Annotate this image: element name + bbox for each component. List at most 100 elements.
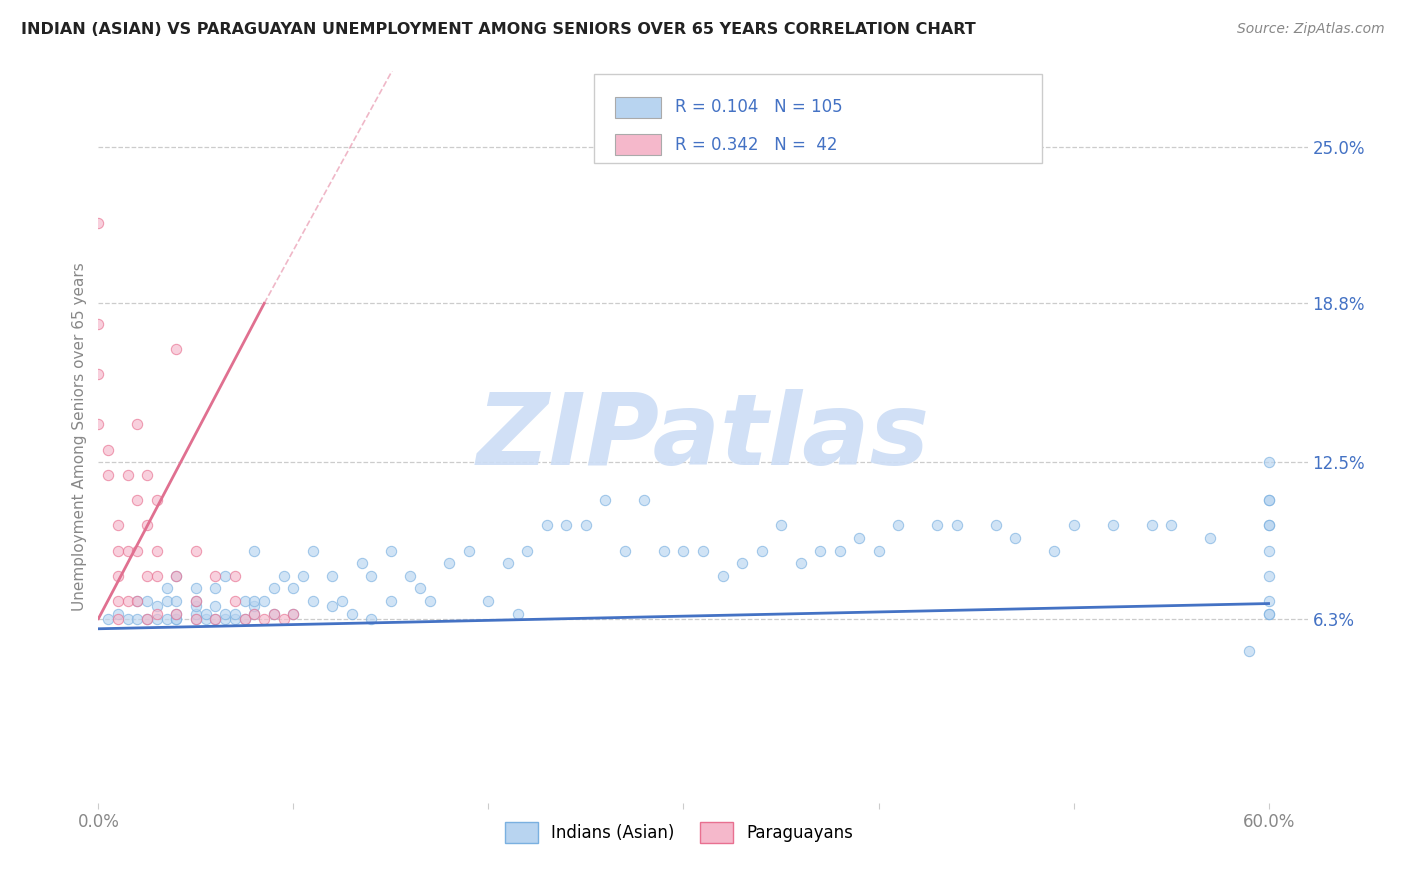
Point [672, 543, 695, 558]
Point [97, 442, 120, 457]
Point [751, 543, 773, 558]
Point [1257, 518, 1279, 533]
Point [945, 518, 967, 533]
Point [283, 607, 305, 621]
Point [233, 594, 256, 608]
Point [769, 518, 792, 533]
Point [146, 543, 169, 558]
Point [224, 569, 246, 583]
Point [136, 569, 159, 583]
Point [292, 569, 315, 583]
Point [614, 543, 637, 558]
Point [156, 594, 179, 608]
Point [117, 467, 139, 482]
Point [1257, 518, 1279, 533]
Point [87, 317, 110, 331]
Point [243, 594, 266, 608]
Point [165, 607, 187, 621]
Point [165, 342, 187, 356]
Point [184, 612, 207, 626]
Point [848, 531, 870, 545]
Point [273, 569, 295, 583]
Point [107, 518, 129, 533]
Point [107, 543, 129, 558]
Point [263, 582, 285, 596]
Point [731, 556, 754, 570]
Point [633, 493, 655, 508]
Bar [614, 97, 661, 118]
Point [184, 543, 207, 558]
Point [1063, 518, 1085, 533]
Point [458, 543, 481, 558]
Point [516, 543, 538, 558]
Point [360, 612, 382, 626]
Point [146, 612, 169, 626]
Text: R = 0.342   N =  42: R = 0.342 N = 42 [675, 136, 838, 153]
Point [146, 607, 169, 621]
Point [302, 543, 325, 558]
Point [243, 599, 266, 613]
Point [194, 612, 217, 626]
Point [380, 594, 402, 608]
Point [711, 569, 734, 583]
Text: R = 0.104   N = 105: R = 0.104 N = 105 [675, 98, 842, 116]
Point [146, 569, 169, 583]
Point [117, 543, 139, 558]
Point [156, 612, 179, 626]
Point [87, 216, 110, 230]
Point [184, 594, 207, 608]
Point [273, 612, 295, 626]
Point [1257, 543, 1279, 558]
Point [1257, 607, 1279, 621]
Point [868, 543, 890, 558]
Point [184, 594, 207, 608]
Point [127, 493, 149, 508]
Point [652, 543, 675, 558]
Point [136, 594, 159, 608]
Point [214, 612, 236, 626]
Text: ZIPatlas: ZIPatlas [477, 389, 929, 485]
Point [1140, 518, 1163, 533]
Point [243, 607, 266, 621]
Point [97, 467, 120, 482]
Point [117, 594, 139, 608]
Point [1237, 644, 1260, 658]
Point [321, 569, 343, 583]
Point [107, 569, 129, 583]
Point [321, 599, 343, 613]
Y-axis label: Unemployment Among Seniors over 65 years: Unemployment Among Seniors over 65 years [72, 263, 87, 611]
Point [184, 582, 207, 596]
Point [263, 607, 285, 621]
Point [97, 612, 120, 626]
Point [887, 518, 910, 533]
Point [1101, 518, 1123, 533]
Point [243, 607, 266, 621]
Point [204, 599, 226, 613]
Point [350, 556, 373, 570]
Point [253, 612, 276, 626]
Point [1160, 518, 1182, 533]
Point [555, 518, 578, 533]
Point [107, 607, 129, 621]
Point [165, 594, 187, 608]
Point [789, 556, 811, 570]
Point [283, 582, 305, 596]
Point [1257, 493, 1279, 508]
Point [127, 594, 149, 608]
Point [575, 518, 598, 533]
Point [409, 582, 432, 596]
Point [127, 543, 149, 558]
Point [692, 543, 714, 558]
Point [477, 594, 499, 608]
Point [136, 612, 159, 626]
Point [165, 612, 187, 626]
Point [1257, 569, 1279, 583]
Point [506, 607, 529, 621]
Point [184, 612, 207, 626]
Point [136, 518, 159, 533]
Point [127, 612, 149, 626]
Point [107, 594, 129, 608]
Point [330, 594, 353, 608]
Point [165, 607, 187, 621]
Point [136, 467, 159, 482]
